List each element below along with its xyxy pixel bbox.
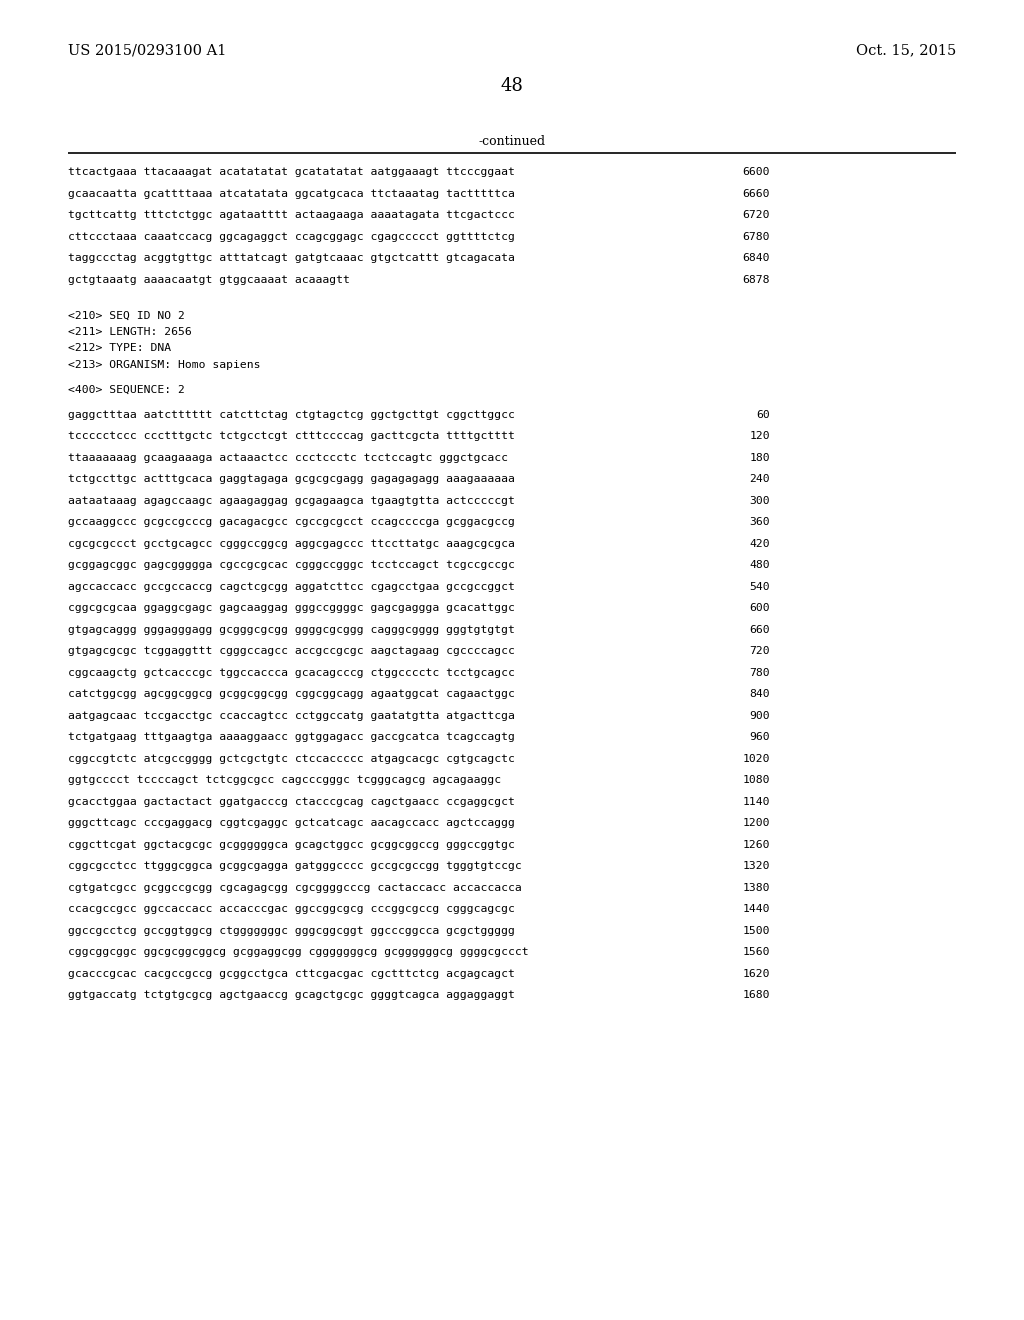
Text: tgcttcattg tttctctggc agataatttt actaagaaga aaaatagata ttcgactccc: tgcttcattg tttctctggc agataatttt actaaga… bbox=[68, 210, 515, 220]
Text: cttccctaaa caaatccacg ggcagaggct ccagcggagc cgagccccct ggttttctcg: cttccctaaa caaatccacg ggcagaggct ccagcgg… bbox=[68, 232, 515, 242]
Text: 480: 480 bbox=[750, 560, 770, 570]
Text: -continued: -continued bbox=[478, 135, 546, 148]
Text: 420: 420 bbox=[750, 539, 770, 549]
Text: cggcaagctg gctcacccgc tggccaccca gcacagcccg ctggcccctc tcctgcagcc: cggcaagctg gctcacccgc tggccaccca gcacagc… bbox=[68, 668, 515, 677]
Text: gctgtaaatg aaaacaatgt gtggcaaaat acaaagtt: gctgtaaatg aaaacaatgt gtggcaaaat acaaagt… bbox=[68, 275, 350, 285]
Text: gcacccgcac cacgccgccg gcggcctgca cttcgacgac cgctttctcg acgagcagct: gcacccgcac cacgccgccg gcggcctgca cttcgac… bbox=[68, 969, 515, 978]
Text: 1200: 1200 bbox=[742, 818, 770, 828]
Text: 240: 240 bbox=[750, 474, 770, 484]
Text: 6840: 6840 bbox=[742, 253, 770, 263]
Text: ggtgaccatg tctgtgcgcg agctgaaccg gcagctgcgc ggggtcagca aggaggaggt: ggtgaccatg tctgtgcgcg agctgaaccg gcagctg… bbox=[68, 990, 515, 1001]
Text: 1620: 1620 bbox=[742, 969, 770, 978]
Text: aataataaag agagccaagc agaagaggag gcgagaagca tgaagtgtta actcccccgt: aataataaag agagccaagc agaagaggag gcgagaa… bbox=[68, 496, 515, 506]
Text: ggccgcctcg gccggtggcg ctgggggggc gggcggcggt ggcccggcca gcgctggggg: ggccgcctcg gccggtggcg ctgggggggc gggcggc… bbox=[68, 925, 515, 936]
Text: 6780: 6780 bbox=[742, 232, 770, 242]
Text: 60: 60 bbox=[757, 409, 770, 420]
Text: cggccgtctc atcgccgggg gctcgctgtc ctccaccccc atgagcacgc cgtgcagctc: cggccgtctc atcgccgggg gctcgctgtc ctccacc… bbox=[68, 754, 515, 764]
Text: Oct. 15, 2015: Oct. 15, 2015 bbox=[856, 44, 956, 57]
Text: taggccctag acggtgttgc atttatcagt gatgtcaaac gtgctcattt gtcagacata: taggccctag acggtgttgc atttatcagt gatgtca… bbox=[68, 253, 515, 263]
Text: gcggagcggc gagcggggga cgccgcgcac cgggccgggc tcctccagct tcgccgccgc: gcggagcggc gagcggggga cgccgcgcac cgggccg… bbox=[68, 560, 515, 570]
Text: 6660: 6660 bbox=[742, 189, 770, 199]
Text: 120: 120 bbox=[750, 432, 770, 441]
Text: 1320: 1320 bbox=[742, 861, 770, 871]
Text: cggcgcctcc ttgggcggca gcggcgagga gatgggcccc gccgcgccgg tgggtgtccgc: cggcgcctcc ttgggcggca gcggcgagga gatgggc… bbox=[68, 861, 522, 871]
Text: 1500: 1500 bbox=[742, 925, 770, 936]
Text: <210> SEQ ID NO 2: <210> SEQ ID NO 2 bbox=[68, 310, 185, 321]
Text: 360: 360 bbox=[750, 517, 770, 527]
Text: gaggctttaa aatctttttt catcttctag ctgtagctcg ggctgcttgt cggcttggcc: gaggctttaa aatctttttt catcttctag ctgtagc… bbox=[68, 409, 515, 420]
Text: <213> ORGANISM: Homo sapiens: <213> ORGANISM: Homo sapiens bbox=[68, 360, 260, 370]
Text: 1560: 1560 bbox=[742, 948, 770, 957]
Text: gcaacaatta gcattttaaa atcatatata ggcatgcaca ttctaaatag tactttttca: gcaacaatta gcattttaaa atcatatata ggcatgc… bbox=[68, 189, 515, 199]
Text: 1080: 1080 bbox=[742, 775, 770, 785]
Text: cgtgatcgcc gcggccgcgg cgcagagcgg cgcggggcccg cactaccacc accaccacca: cgtgatcgcc gcggccgcgg cgcagagcgg cgcgggg… bbox=[68, 883, 522, 892]
Text: US 2015/0293100 A1: US 2015/0293100 A1 bbox=[68, 44, 226, 57]
Text: 720: 720 bbox=[750, 647, 770, 656]
Text: aatgagcaac tccgacctgc ccaccagtcc cctggccatg gaatatgtta atgacttcga: aatgagcaac tccgacctgc ccaccagtcc cctggcc… bbox=[68, 710, 515, 721]
Text: ttaaaaaaag gcaagaaaga actaaactcc ccctccctc tcctccagtc gggctgcacc: ttaaaaaaag gcaagaaaga actaaactcc ccctccc… bbox=[68, 453, 508, 463]
Text: 48: 48 bbox=[501, 77, 523, 95]
Text: 960: 960 bbox=[750, 733, 770, 742]
Text: gtgagcaggg gggagggagg gcgggcgcgg ggggcgcggg cagggcgggg gggtgtgtgt: gtgagcaggg gggagggagg gcgggcgcgg ggggcgc… bbox=[68, 624, 515, 635]
Text: cgcgcgccct gcctgcagcc cgggccggcg aggcgagccc ttccttatgc aaagcgcgca: cgcgcgccct gcctgcagcc cgggccggcg aggcgag… bbox=[68, 539, 515, 549]
Text: tccccctccc ccctttgctc tctgcctcgt ctttccccag gacttcgcta ttttgctttt: tccccctccc ccctttgctc tctgcctcgt ctttccc… bbox=[68, 432, 515, 441]
Text: 1260: 1260 bbox=[742, 840, 770, 850]
Text: cggcggcggc ggcgcggcggcg gcggaggcgg cgggggggcg gcggggggcg ggggcgccct: cggcggcggc ggcgcggcggcg gcggaggcgg cgggg… bbox=[68, 948, 528, 957]
Text: gcacctggaa gactactact ggatgacccg ctacccgcag cagctgaacc ccgaggcgct: gcacctggaa gactactact ggatgacccg ctacccg… bbox=[68, 797, 515, 807]
Text: gccaaggccc gcgccgcccg gacagacgcc cgccgcgcct ccagccccga gcggacgccg: gccaaggccc gcgccgcccg gacagacgcc cgccgcg… bbox=[68, 517, 515, 527]
Text: 1680: 1680 bbox=[742, 990, 770, 1001]
Text: 6600: 6600 bbox=[742, 168, 770, 177]
Text: cggcttcgat ggctacgcgc gcggggggca gcagctggcc gcggcggccg gggccggtgc: cggcttcgat ggctacgcgc gcggggggca gcagctg… bbox=[68, 840, 515, 850]
Text: 300: 300 bbox=[750, 496, 770, 506]
Text: <212> TYPE: DNA: <212> TYPE: DNA bbox=[68, 343, 171, 354]
Text: <400> SEQUENCE: 2: <400> SEQUENCE: 2 bbox=[68, 384, 185, 395]
Text: 6720: 6720 bbox=[742, 210, 770, 220]
Text: 600: 600 bbox=[750, 603, 770, 614]
Text: 1380: 1380 bbox=[742, 883, 770, 892]
Text: 180: 180 bbox=[750, 453, 770, 463]
Text: agccaccacc gccgccaccg cagctcgcgg aggatcttcc cgagcctgaa gccgccggct: agccaccacc gccgccaccg cagctcgcgg aggatct… bbox=[68, 582, 515, 591]
Text: tctgatgaag tttgaagtga aaaaggaacc ggtggagacc gaccgcatca tcagccagtg: tctgatgaag tttgaagtga aaaaggaacc ggtggag… bbox=[68, 733, 515, 742]
Text: <211> LENGTH: 2656: <211> LENGTH: 2656 bbox=[68, 327, 191, 337]
Text: ggtgcccct tccccagct tctcggcgcc cagcccgggc tcgggcagcg agcagaaggc: ggtgcccct tccccagct tctcggcgcc cagcccggg… bbox=[68, 775, 501, 785]
Text: cggcgcgcaa ggaggcgagc gagcaaggag gggccggggc gagcgaggga gcacattggc: cggcgcgcaa ggaggcgagc gagcaaggag gggccgg… bbox=[68, 603, 515, 614]
Text: tctgccttgc actttgcaca gaggtagaga gcgcgcgagg gagagagagg aaagaaaaaa: tctgccttgc actttgcaca gaggtagaga gcgcgcg… bbox=[68, 474, 515, 484]
Text: ttcactgaaa ttacaaagat acatatatat gcatatatat aatggaaagt ttcccggaat: ttcactgaaa ttacaaagat acatatatat gcatata… bbox=[68, 168, 515, 177]
Text: ccacgccgcc ggccaccacc accacccgac ggccggcgcg cccggcgccg cgggcagcgc: ccacgccgcc ggccaccacc accacccgac ggccggc… bbox=[68, 904, 515, 915]
Text: 1440: 1440 bbox=[742, 904, 770, 915]
Text: 6878: 6878 bbox=[742, 275, 770, 285]
Text: 900: 900 bbox=[750, 710, 770, 721]
Text: 840: 840 bbox=[750, 689, 770, 700]
Text: 540: 540 bbox=[750, 582, 770, 591]
Text: 660: 660 bbox=[750, 624, 770, 635]
Text: catctggcgg agcggcggcg gcggcggcgg cggcggcagg agaatggcat cagaactggc: catctggcgg agcggcggcg gcggcggcgg cggcggc… bbox=[68, 689, 515, 700]
Text: gtgagcgcgc tcggaggttt cgggccagcc accgccgcgc aagctagaag cgccccagcc: gtgagcgcgc tcggaggttt cgggccagcc accgccg… bbox=[68, 647, 515, 656]
Text: 1020: 1020 bbox=[742, 754, 770, 764]
Text: 780: 780 bbox=[750, 668, 770, 677]
Text: gggcttcagc cccgaggacg cggtcgaggc gctcatcagc aacagccacc agctccaggg: gggcttcagc cccgaggacg cggtcgaggc gctcatc… bbox=[68, 818, 515, 828]
Text: 1140: 1140 bbox=[742, 797, 770, 807]
